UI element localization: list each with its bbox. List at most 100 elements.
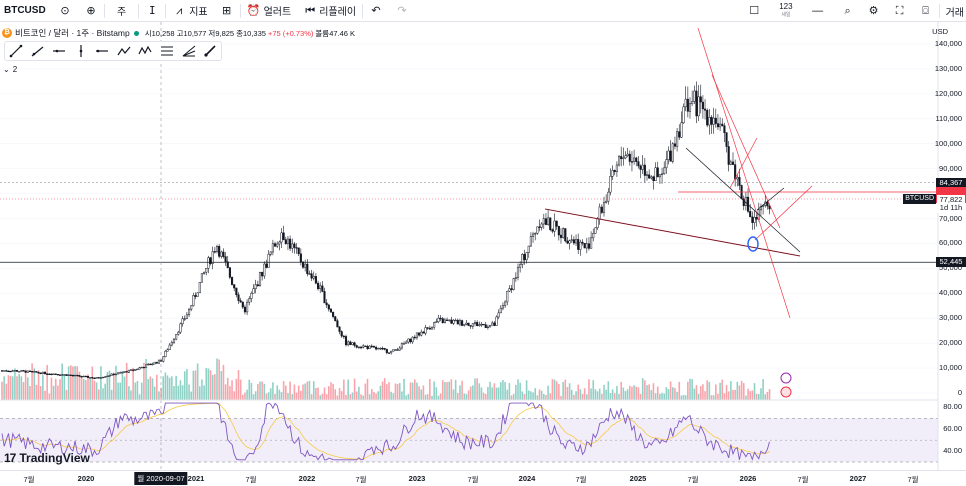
- volume-bar: [721, 379, 724, 400]
- volume-bar: [734, 389, 736, 400]
- gear-icon[interactable]: ⚙: [868, 5, 879, 17]
- candle-body: [258, 272, 262, 287]
- lightning-event-icon: [780, 372, 792, 384]
- volume-bar: [422, 385, 425, 400]
- volume-bar: [353, 378, 356, 400]
- volume-bar: [682, 394, 685, 400]
- candle-body: [261, 272, 264, 277]
- volume-bar: [261, 381, 263, 400]
- volume-bar: [123, 376, 126, 400]
- volume-bar: [459, 385, 461, 400]
- toolbar-divider: [938, 4, 940, 18]
- trend-line-black: [685, 147, 801, 253]
- alert-button[interactable]: ⏰ 얼러트: [241, 0, 298, 22]
- volume-bar: [340, 391, 343, 400]
- volume-bar: [3, 376, 5, 400]
- layout-square-icon[interactable]: ☐: [749, 5, 760, 17]
- candle-body: [663, 167, 666, 175]
- magnifier-clock-icon[interactable]: ⌕: [844, 5, 851, 17]
- redo-button[interactable]: ↷: [397, 4, 407, 17]
- candle-body: [499, 307, 502, 314]
- candle-body: [654, 167, 657, 182]
- volume-bar: [242, 394, 244, 400]
- volume-bar: [44, 390, 46, 400]
- candle-body: [478, 324, 481, 326]
- candle-body: [495, 316, 498, 326]
- candle-body: [461, 320, 464, 326]
- candle-body: [89, 377, 92, 379]
- volume-bar: [7, 375, 10, 400]
- candle-body: [5, 370, 8, 372]
- vertical-line-icon[interactable]: [72, 43, 90, 59]
- collapse-legend-button[interactable]: ⌄ 2: [3, 65, 17, 74]
- volume-bar: [736, 381, 739, 400]
- volume-bar: [343, 379, 345, 400]
- volume-bar: [414, 379, 416, 400]
- brush-icon[interactable]: [201, 43, 219, 59]
- symbol-options-icon[interactable]: ⊙: [60, 4, 70, 17]
- volume-bar: [596, 391, 599, 400]
- prev-close-label: [936, 186, 966, 194]
- ray-icon[interactable]: [28, 43, 46, 59]
- volume-bar: [704, 391, 706, 400]
- candle-body: [731, 161, 735, 165]
- volume-bar: [555, 381, 558, 400]
- candle-body: [516, 266, 520, 278]
- path-icon[interactable]: [115, 43, 133, 59]
- symbol-search[interactable]: BTCUSD: [4, 5, 46, 16]
- candle-body: [714, 117, 717, 124]
- candle-body: [473, 322, 477, 324]
- legend-title[interactable]: 비트코인 / 달러 · 1주 · Bitstamp: [15, 28, 130, 38]
- minimize-icon[interactable]: —: [812, 5, 824, 17]
- user-drawings[interactable]: [0, 22, 938, 470]
- horizontal-ray-icon[interactable]: [50, 43, 68, 59]
- candle-body: [185, 314, 188, 319]
- volume-bar: [687, 381, 689, 400]
- candle-body: [276, 243, 279, 247]
- fib-icon[interactable]: [158, 43, 176, 59]
- currency-label[interactable]: USD: [932, 27, 948, 36]
- time-axis[interactable]: 월 2020-09-07 7월 2020 2021 7월 2022 7월 2023 7월 202…: [0, 470, 966, 486]
- candle-body: [489, 324, 492, 328]
- volume-bar: [125, 362, 128, 400]
- volume-bar: [278, 389, 281, 400]
- candle-body: [241, 301, 244, 308]
- count-button[interactable]: 123 세일: [771, 0, 800, 22]
- volume-bar: [171, 376, 173, 400]
- tradingview-logo[interactable]: 17 TradingView: [4, 451, 90, 465]
- volume-bar: [246, 389, 248, 400]
- volume-bar: [300, 390, 302, 400]
- trend-line-icon[interactable]: [7, 43, 25, 59]
- candle-body: [613, 170, 616, 173]
- volume-bar: [181, 385, 184, 400]
- volume-bar: [366, 378, 369, 400]
- volume-bar: [386, 384, 388, 400]
- candle-body: [76, 374, 79, 377]
- compare-add-button[interactable]: ⊕: [86, 4, 96, 17]
- candle-body: [665, 159, 668, 169]
- candle-body: [263, 263, 266, 277]
- volume-bar: [484, 394, 487, 400]
- candle-body: [639, 165, 642, 170]
- camera-icon[interactable]: ⌼: [922, 5, 929, 17]
- chart-type-candles-icon[interactable]: ⵊ: [149, 4, 155, 17]
- trade-button[interactable]: 거래: [945, 7, 964, 19]
- indicators-button[interactable]: ⩘ 지표: [166, 0, 213, 22]
- volume-bar: [396, 383, 399, 400]
- horizontal-line-icon[interactable]: [93, 43, 111, 59]
- fullscreen-icon[interactable]: ⛶: [895, 5, 904, 17]
- volume-bar: [745, 395, 747, 400]
- candle-body: [48, 373, 51, 375]
- replay-button[interactable]: ⏮ 리플레이: [297, 0, 362, 22]
- volume-bar: [672, 387, 674, 400]
- time-tick: 2025: [629, 474, 647, 483]
- undo-button[interactable]: ↶: [371, 4, 381, 17]
- pattern-icon[interactable]: [136, 43, 154, 59]
- interval-button[interactable]: 주: [117, 7, 127, 18]
- rsi-pane[interactable]: [0, 399, 938, 463]
- time-tick: 7월: [797, 475, 809, 484]
- fan-icon[interactable]: [180, 43, 198, 59]
- templates-grid-icon[interactable]: ⊞: [222, 4, 232, 17]
- volume-bar: [97, 389, 100, 400]
- price-chart[interactable]: [0, 0, 966, 470]
